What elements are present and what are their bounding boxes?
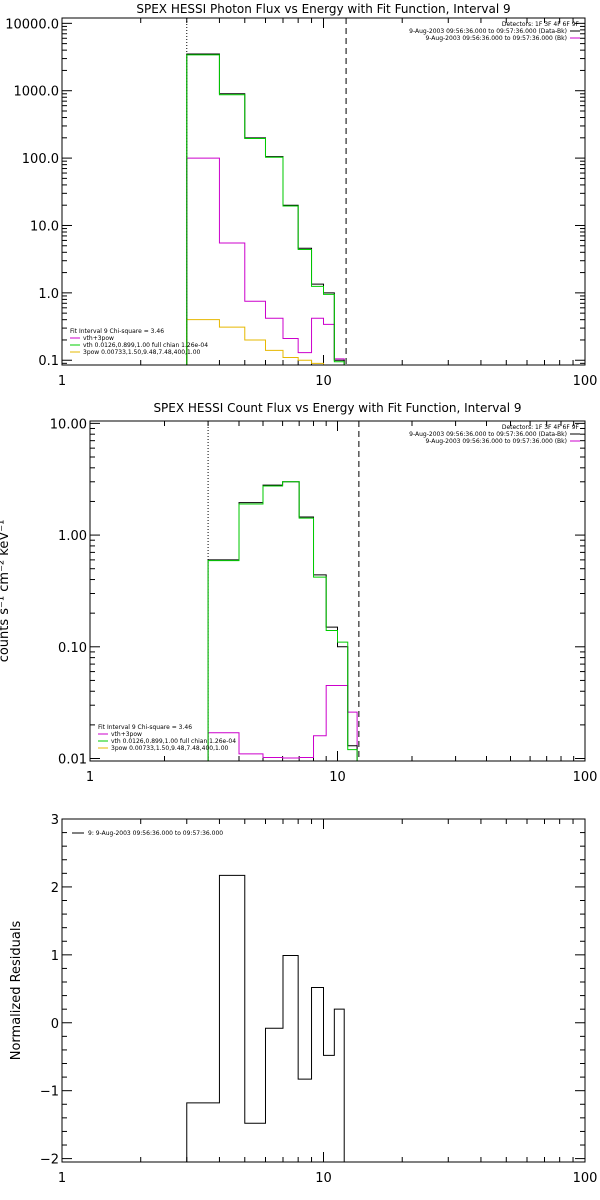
chart-3-series-0 bbox=[186, 874, 345, 1162]
chart-3-ylabel: Normalized Residuals bbox=[9, 921, 24, 1061]
chart-1-legend-right-entry: 9-Aug-2003 09:56:36.000 to 09:57:36.000 … bbox=[409, 28, 567, 35]
chart-3-xtick-label: 100 bbox=[573, 1171, 598, 1186]
chart-1-ytick-label: 0.1 bbox=[38, 354, 59, 369]
chart-2-ytick-label: 1.00 bbox=[58, 529, 87, 544]
chart-2-legend-entry: 3pow 0.00733,1.50,9.48,7.48,400,1.00 bbox=[111, 745, 229, 752]
chart-1-ytick-label: 1.0 bbox=[38, 287, 59, 302]
chart-1-series-2 bbox=[186, 54, 345, 365]
chart-3-xtick-label: 10 bbox=[315, 1171, 332, 1186]
chart-2-series-1 bbox=[207, 685, 358, 761]
chart-1-series-0 bbox=[186, 53, 345, 365]
chart-2-frame bbox=[89, 420, 586, 762]
chart-2-series-2 bbox=[207, 481, 358, 761]
chart-3-frame bbox=[61, 818, 586, 1163]
chart-2-legend-right-entry: 9-Aug-2003 09:56:36.000 to 09:57:36.000 … bbox=[425, 438, 567, 445]
chart-1-legend-entry: vth 0.0126,0.899,1.00 full chian 1.26e-0… bbox=[83, 342, 208, 349]
chart-3-ytick-label: 2 bbox=[51, 881, 59, 896]
chart-2-legend-entry: vth 0.0126,0.899,1.00 full chian 1.26e-0… bbox=[111, 738, 236, 745]
chart-2-legend-right-entry: 9-Aug-2003 09:56:36.000 to 09:57:36.000 … bbox=[409, 431, 567, 438]
chart-1-legend-entry: 3pow 0.00733,1.50,9.48,7.48,400,1.00 bbox=[83, 349, 201, 356]
chart-1-frame bbox=[61, 17, 586, 366]
chart-1-legend-entry: vth+3pow bbox=[83, 335, 114, 342]
chart-1-xtick-label: 10 bbox=[315, 374, 332, 389]
chart-1-ytick-label: 10.0 bbox=[30, 219, 59, 234]
chart-2-ytick-label: 10.00 bbox=[50, 417, 87, 432]
chart-3-legend-entry: 9: 9-Aug-2003 09:56:36.000 to 09:57:36.0… bbox=[88, 830, 223, 837]
chart-2-xtick-label: 100 bbox=[573, 770, 598, 785]
chart-3-ytick-label: −2 bbox=[40, 1153, 59, 1168]
chart-1-ytick-label: 1000.0 bbox=[14, 85, 60, 100]
chart-2-legend-right-entry: Detectors: 1F 3F 4F 6F 9F bbox=[502, 424, 580, 431]
chart-1-title: SPEX HESSI Photon Flux vs Energy with Fi… bbox=[136, 2, 510, 16]
chart-2-ytick-label: 0.10 bbox=[58, 641, 87, 656]
chart-2-legend-header: Fit Interval 9 Chi-square = 3.46 bbox=[98, 724, 192, 731]
chart-3-ytick-label: 3 bbox=[51, 813, 59, 828]
chart-2-xtick-label: 1 bbox=[86, 770, 94, 785]
chart-2-series-0 bbox=[207, 481, 358, 761]
chart-3-ytick-label: −1 bbox=[40, 1085, 59, 1100]
chart-1-xtick-label: 100 bbox=[573, 374, 598, 389]
chart-1-ytick-label: 100.0 bbox=[22, 152, 59, 167]
chart-2-legend-entry: vth+3pow bbox=[111, 731, 142, 738]
chart-1-series-1 bbox=[186, 157, 345, 365]
chart-1-ytick-label: 10000.0 bbox=[5, 17, 59, 32]
chart-1-xtick-label: 1 bbox=[58, 374, 66, 389]
chart-2-ytick-label: 0.01 bbox=[58, 753, 87, 768]
chart-1-legend-right-entry: 9-Aug-2003 09:56:36.000 to 09:57:36.000 … bbox=[425, 35, 567, 42]
chart-3-ytick-label: 1 bbox=[51, 949, 59, 964]
chart-3-ytick-label: 0 bbox=[51, 1017, 59, 1032]
chart-1-series-3 bbox=[186, 319, 345, 365]
chart-1-legend-header: Fit Interval 9 Chi-square = 3.46 bbox=[70, 328, 164, 335]
chart-1-legend-right-entry: Detectors: 1F 3F 4F 6F 9F bbox=[502, 21, 580, 28]
chart-2-ylabel: counts s⁻¹ cm⁻² keV⁻¹ bbox=[0, 520, 12, 663]
chart-3-xtick-label: 1 bbox=[58, 1171, 66, 1186]
chart-2-xtick-label: 10 bbox=[329, 770, 346, 785]
chart-2-title: SPEX HESSI Count Flux vs Energy with Fit… bbox=[153, 401, 521, 415]
